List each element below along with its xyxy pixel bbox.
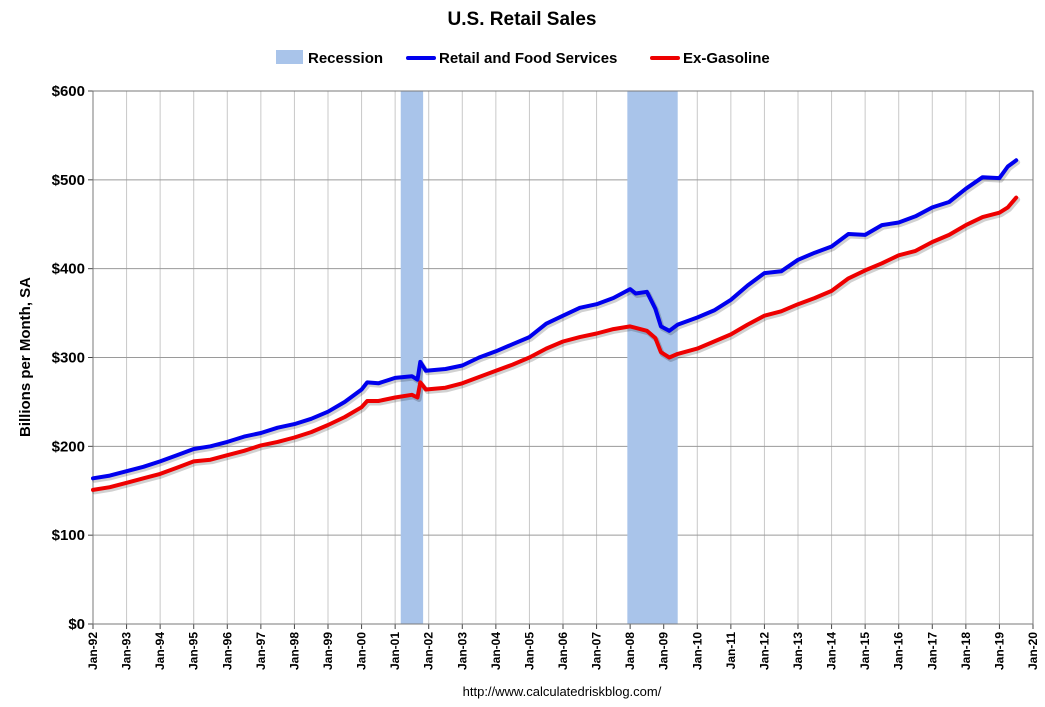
x-tick-label: Jan-96	[220, 632, 234, 670]
chart-title: U.S. Retail Sales	[448, 9, 597, 30]
x-tick-label: Jan-06	[556, 632, 570, 670]
x-tick-label: Jan-10	[690, 632, 704, 670]
x-tick-label: Jan-01	[388, 632, 402, 670]
plot-area-border	[92, 90, 1034, 625]
x-tick-label: Jan-14	[825, 632, 839, 670]
series-shadow	[92, 197, 1021, 495]
legend-label-recession: Recession	[308, 50, 383, 67]
source-url: http://www.calculatedriskblog.com/	[463, 684, 662, 699]
y-tick-label: $400	[52, 261, 85, 278]
x-tick-label: Jan-11	[724, 632, 738, 670]
x-tick-label: Jan-02	[422, 632, 436, 670]
x-tick-label: Jan-95	[187, 632, 201, 670]
recession-band	[400, 91, 424, 624]
y-tick-label: $200	[52, 438, 85, 455]
x-tick-label: Jan-99	[321, 632, 335, 670]
x-tick-label: Jan-20	[1026, 632, 1040, 670]
x-tick-label: Jan-18	[959, 632, 973, 670]
legend-label-retail: Retail and Food Services	[439, 50, 617, 67]
x-tick-label: Jan-13	[791, 632, 805, 670]
x-tick-label: Jan-00	[355, 632, 369, 670]
series-lines	[91, 158, 1021, 495]
y-axis-label: Billions per Month, SA	[17, 277, 34, 437]
series-line-retail-and-food-services	[91, 158, 1019, 481]
x-tick-label: Jan-08	[623, 632, 637, 670]
x-tick-label: Jan-07	[590, 632, 604, 670]
x-tick-label: Jan-94	[153, 632, 167, 670]
legend-swatch-recession	[276, 50, 303, 64]
x-tick-label: Jan-19	[992, 632, 1006, 670]
legend: Recession Retail and Food Services Ex-Ga…	[276, 50, 770, 67]
x-tick-label: Jan-93	[120, 632, 134, 670]
x-tick-label: Jan-09	[657, 632, 671, 670]
legend-label-ex-gasoline: Ex-Gasoline	[683, 50, 770, 67]
y-tick-labels: $0 $100 $200 $300 $400 $500 $600	[52, 83, 85, 633]
x-tick-label: Jan-17	[925, 632, 939, 670]
x-tick-label: Jan-98	[287, 632, 301, 670]
x-tick-label: Jan-15	[858, 632, 872, 670]
x-tick-label: Jan-16	[892, 632, 906, 670]
series-line-ex-gasoline	[91, 195, 1019, 492]
y-tick-label: $0	[68, 616, 85, 633]
x-tick-labels: Jan-92 Jan-93 Jan-94 Jan-95 Jan-96 Jan-97 Jan-…	[86, 632, 1040, 670]
y-tick-label: $600	[52, 83, 85, 100]
x-tick-label: Jan-03	[455, 632, 469, 670]
x-tick-label: Jan-92	[86, 632, 100, 670]
x-tick-label: Jan-04	[489, 632, 503, 670]
x-tick-label: Jan-97	[254, 632, 268, 670]
y-tick-label: $300	[52, 350, 85, 367]
x-tick-label: Jan-12	[757, 632, 771, 670]
x-tick-label: Jan-05	[522, 632, 536, 670]
y-tick-label: $100	[52, 527, 85, 544]
axes	[88, 90, 1034, 629]
y-tick-label: $500	[52, 172, 85, 189]
